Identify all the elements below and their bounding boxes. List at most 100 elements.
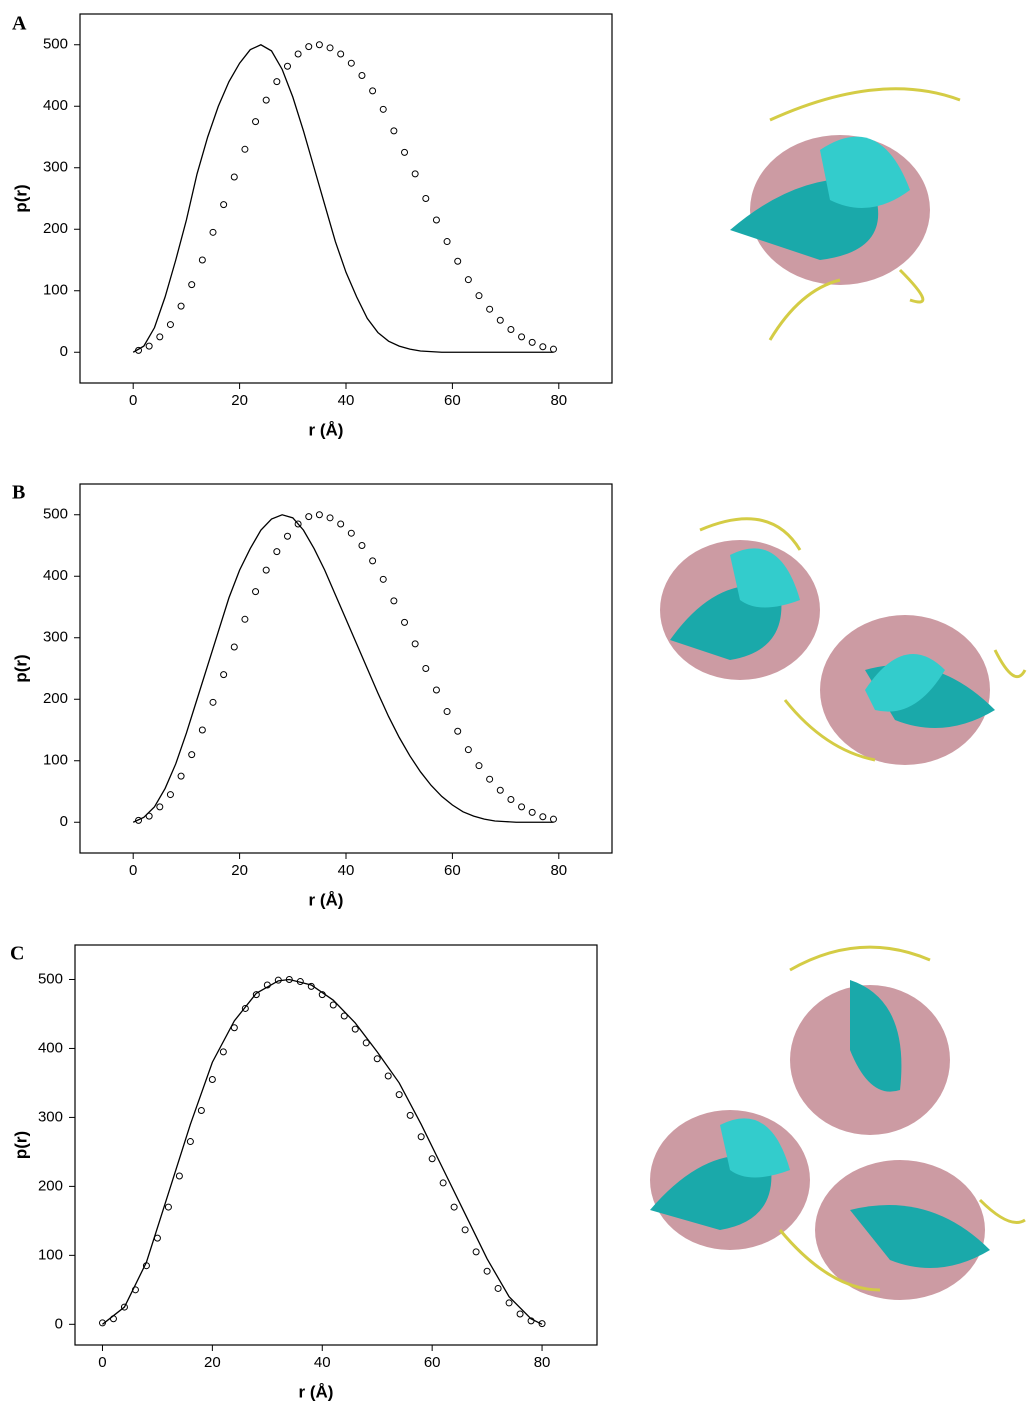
- data-point: [241, 615, 249, 623]
- data-point: [443, 708, 451, 716]
- data-point: [390, 597, 398, 605]
- x-tick-label: 20: [231, 862, 248, 879]
- data-point: [220, 201, 228, 209]
- x-tick-label: 20: [231, 392, 248, 409]
- x-tick-label: 40: [338, 862, 355, 879]
- data-point: [197, 1107, 205, 1115]
- data-point: [252, 118, 260, 126]
- data-point: [539, 343, 547, 351]
- data-point: [219, 1048, 227, 1056]
- data-point: [379, 105, 387, 113]
- data-point: [135, 816, 143, 824]
- y-tick-label: 200: [43, 690, 68, 707]
- data-point: [443, 238, 451, 246]
- data-point: [262, 96, 270, 104]
- data-point: [507, 325, 515, 333]
- data-point: [528, 808, 536, 816]
- data-point: [486, 305, 494, 313]
- data-point: [209, 228, 217, 236]
- y-tick-label: 0: [55, 1315, 63, 1332]
- data-point: [475, 762, 483, 770]
- data-point: [395, 1091, 403, 1099]
- data-point: [145, 812, 153, 820]
- y-tick-label: 400: [43, 97, 68, 114]
- data-point: [326, 514, 334, 522]
- data-point: [305, 43, 313, 51]
- data-point: [252, 588, 260, 596]
- data-point: [274, 976, 282, 984]
- data-point: [241, 1004, 249, 1012]
- y-tick-label: 100: [43, 752, 68, 769]
- y-tick-label: 300: [43, 629, 68, 646]
- data-point: [422, 195, 430, 202]
- data-point: [188, 751, 196, 759]
- data-point: [507, 795, 515, 803]
- data-point: [294, 520, 302, 528]
- data-point: [464, 276, 472, 284]
- data-point: [401, 618, 409, 626]
- data-point: [422, 665, 430, 672]
- x-tick-label: 80: [534, 1354, 551, 1371]
- line-series: [132, 514, 554, 823]
- data-point: [120, 1303, 128, 1311]
- data-point: [283, 532, 291, 540]
- structure-monomer: [730, 87, 961, 341]
- y-tick-label: 200: [43, 220, 68, 237]
- plot-frame: [79, 13, 613, 384]
- data-point: [358, 542, 366, 549]
- data-point: [369, 87, 377, 95]
- data-point: [186, 1138, 194, 1146]
- data-point: [549, 815, 557, 823]
- x-tick-label: 60: [444, 392, 461, 409]
- data-point: [318, 991, 326, 999]
- y-tick-label: 0: [60, 343, 68, 360]
- data-point: [156, 333, 164, 341]
- data-point: [177, 772, 185, 780]
- data-point: [432, 686, 440, 694]
- x-tick-label: 20: [204, 1354, 221, 1371]
- data-point: [188, 281, 196, 289]
- y-axis-label: p(r): [11, 184, 30, 212]
- data-point: [432, 216, 440, 224]
- data-point: [384, 1072, 392, 1080]
- data-point: [273, 78, 281, 86]
- x-tick-label: 0: [129, 862, 137, 879]
- y-tick-label: 200: [38, 1177, 63, 1194]
- data-point: [483, 1267, 491, 1275]
- data-point: [411, 640, 419, 648]
- y-tick-label: 500: [38, 970, 63, 987]
- data-point: [351, 1025, 359, 1033]
- data-point: [518, 333, 526, 341]
- data-point: [486, 775, 494, 783]
- data-point: [472, 1248, 480, 1256]
- data-point: [329, 1001, 337, 1009]
- x-tick-label: 0: [98, 1354, 106, 1371]
- data-point: [475, 292, 483, 300]
- data-point: [539, 813, 547, 821]
- y-axis-label: p(r): [11, 654, 30, 682]
- data-point: [464, 746, 472, 754]
- data-point: [518, 803, 526, 811]
- line-series: [132, 44, 554, 353]
- data-point: [369, 557, 377, 565]
- data-point: [439, 1179, 447, 1187]
- data-point: [241, 145, 249, 153]
- data-point: [417, 1133, 425, 1141]
- data-point: [337, 520, 345, 528]
- y-tick-label: 500: [43, 36, 68, 53]
- data-point: [208, 1075, 216, 1083]
- data-point: [307, 982, 315, 990]
- x-tick-label: 0: [129, 392, 137, 409]
- data-point: [296, 978, 304, 986]
- panel-label: A: [12, 13, 27, 35]
- data-point: [315, 511, 323, 519]
- data-point: [305, 513, 313, 521]
- y-axis-label: p(r): [11, 1131, 30, 1159]
- data-point: [230, 173, 238, 181]
- y-tick-label: 100: [38, 1246, 63, 1263]
- data-point: [337, 50, 345, 58]
- data-point: [294, 50, 302, 58]
- data-point: [527, 1317, 535, 1325]
- chart: B 0 20 40 60 80 0 100 200 300 400 500 r (Å) p(r): [11, 482, 613, 909]
- data-point: [230, 1024, 238, 1032]
